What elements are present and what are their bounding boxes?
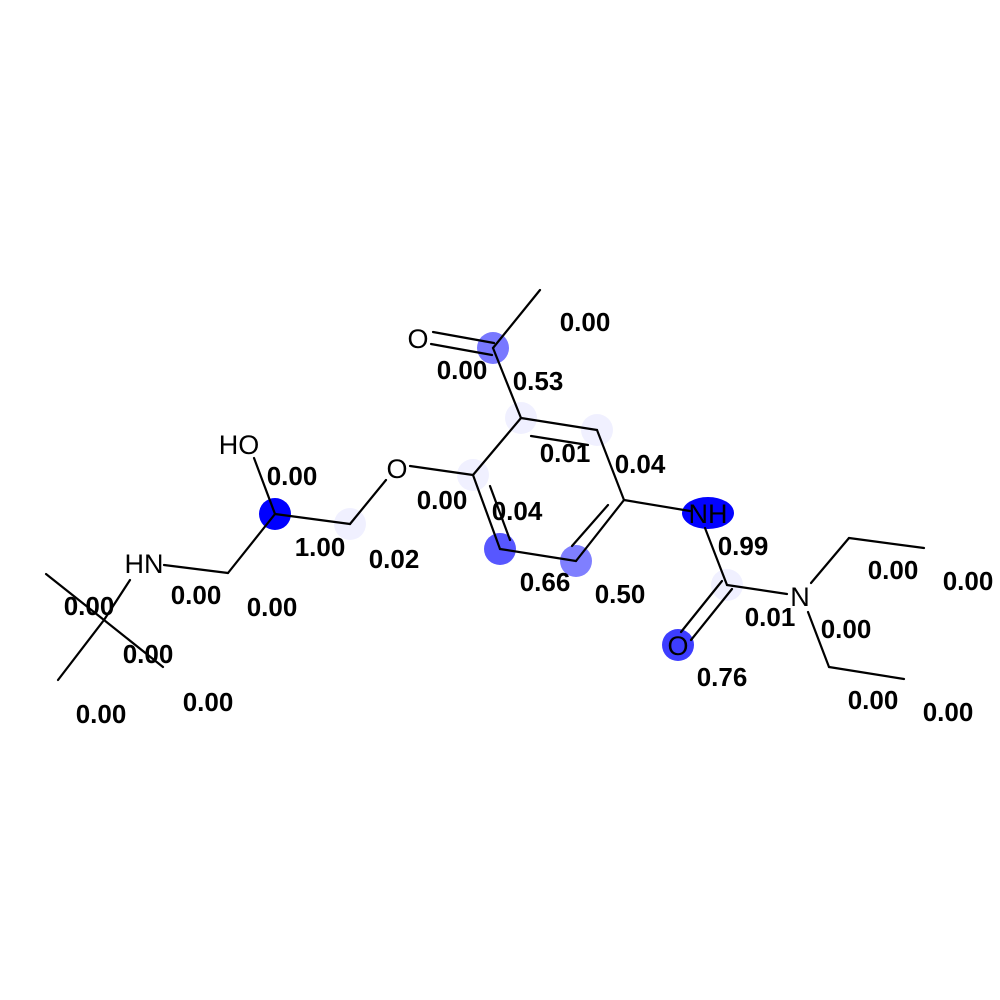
atom-score-c_tbu_2: 0.00 (183, 687, 234, 717)
bond (162, 563, 230, 575)
atom-labels: O O HO HN NH O N (125, 324, 810, 661)
atom-scores: 0.00 0.53 0.00 0.01 0.04 0.50 0.66 0.04 0.00 0.02… (64, 307, 994, 729)
atom-score-c_ring_upright: 0.04 (615, 449, 666, 479)
atom-score-c_ring_left: 0.04 (492, 496, 543, 526)
atom-score-o_ether: 0.00 (417, 485, 468, 515)
double-bond (431, 330, 496, 345)
atom-score-c_ch2_ether: 0.02 (369, 544, 420, 574)
double-bond (679, 579, 724, 634)
atom-score-c_ring_bottom: 0.66 (520, 567, 571, 597)
bond (408, 464, 475, 477)
double-bond (429, 342, 494, 357)
atom-score-c_tbu_center: 0.00 (123, 639, 174, 669)
bond (102, 578, 132, 622)
ring-double-bond (570, 503, 610, 548)
atom-score-c_tbu_1: 0.00 (64, 591, 115, 621)
atom-score-n_amine: 0.00 (171, 580, 222, 610)
highlight-n_amide (682, 497, 734, 529)
ring-bond (519, 416, 599, 432)
bond (809, 536, 851, 585)
atom-score-c_ring_lowright: 0.50 (595, 579, 646, 609)
atom-score-o_urea: 0.76 (697, 662, 748, 692)
atom-score-c_ring_top: 0.01 (540, 438, 591, 468)
bond (44, 572, 106, 622)
atom-score-c_methyl: 0.00 (560, 307, 611, 337)
ring-bond (471, 416, 523, 477)
ring-bond (595, 428, 626, 502)
bond (491, 346, 523, 420)
atom-label-o_ketone: O (407, 324, 428, 354)
ring-double-bond (529, 434, 590, 447)
bond (273, 512, 352, 526)
bond (226, 512, 277, 575)
atom-score-c_tbu_3: 0.00 (76, 699, 127, 729)
bond (348, 478, 388, 526)
bond (827, 665, 906, 681)
atom-label-n_diethyl: N (790, 582, 810, 612)
atom-label-n_amide: NH (689, 499, 728, 529)
atom-score-c_ch2_amine: 0.00 (247, 592, 298, 622)
atom-score-o_ketone: 0.00 (437, 355, 488, 385)
atom-score-c_carbonyl: 0.53 (513, 366, 564, 396)
double-bond (689, 587, 734, 642)
bond (491, 288, 542, 350)
bond (622, 498, 692, 513)
atom-score-c_urea: 0.01 (745, 602, 796, 632)
atom-score-n_diethyl: 0.00 (821, 614, 872, 644)
atom-score-o_hydroxyl: 0.00 (267, 461, 318, 491)
atom-score-c_ethyl2_ch2: 0.00 (848, 685, 899, 715)
atom-score-c_ethyl1_ch2: 0.00 (868, 555, 919, 585)
atom-label-o_urea: O (667, 631, 688, 661)
bond (252, 456, 277, 516)
ring-bond (498, 547, 578, 563)
atom-score-c_ethyl2_ch3: 0.00 (923, 697, 974, 727)
bond (703, 526, 729, 587)
bond (725, 583, 789, 596)
bond (56, 618, 106, 682)
bonds (44, 288, 926, 682)
ring-bond (471, 473, 502, 551)
ring-double-bond (488, 484, 512, 542)
atom-score-n_amide: 0.99 (718, 531, 769, 561)
ring-bond (574, 498, 626, 563)
atom-label-o_hydroxyl: HO (219, 430, 260, 460)
atom-score-c_ethyl1_ch3: 0.00 (943, 566, 994, 596)
atom-score-c_choh: 1.00 (295, 532, 346, 562)
bond (847, 536, 926, 550)
atom-label-n_amine: HN (125, 549, 164, 579)
bond (102, 618, 165, 669)
bond (806, 610, 831, 669)
highlight-o_urea (662, 629, 694, 661)
atom-label-o_ether: O (386, 454, 407, 484)
